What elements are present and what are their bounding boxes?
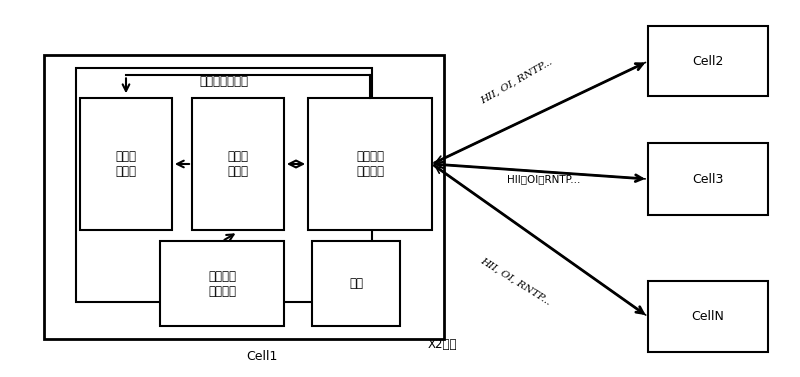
Text: 负载信
息处理: 负载信 息处理 [115, 150, 137, 178]
Text: Cell1: Cell1 [246, 350, 278, 363]
Bar [44, 55, 444, 339]
Text: 负载信
息产生: 负载信 息产生 [227, 150, 249, 178]
Text: 测量: 测量 [349, 277, 363, 290]
Bar [648, 143, 768, 215]
Text: CellN: CellN [691, 310, 725, 323]
Text: 负载信息
收发管理: 负载信息 收发管理 [356, 150, 384, 178]
Bar [76, 68, 372, 302]
Bar [308, 98, 432, 230]
Bar [192, 98, 284, 230]
Bar [312, 241, 400, 326]
Bar [648, 281, 768, 352]
Text: X2接口: X2接口 [428, 339, 458, 351]
Text: HII, OI, RNTP...: HII, OI, RNTP... [478, 57, 554, 105]
Text: HII, OI, RNTP...: HII, OI, RNTP... [479, 256, 553, 306]
Bar [648, 26, 768, 96]
Bar [160, 241, 284, 326]
Text: Cell2: Cell2 [692, 55, 724, 68]
Text: HII、OI、RNTP...: HII、OI、RNTP... [507, 174, 581, 184]
Text: Cell3: Cell3 [692, 173, 724, 185]
Text: 中心边缘
周户区分: 中心边缘 周户区分 [208, 270, 236, 298]
Text: 半静态干扰协调: 半静态干扰协调 [199, 75, 249, 87]
Bar [80, 98, 172, 230]
